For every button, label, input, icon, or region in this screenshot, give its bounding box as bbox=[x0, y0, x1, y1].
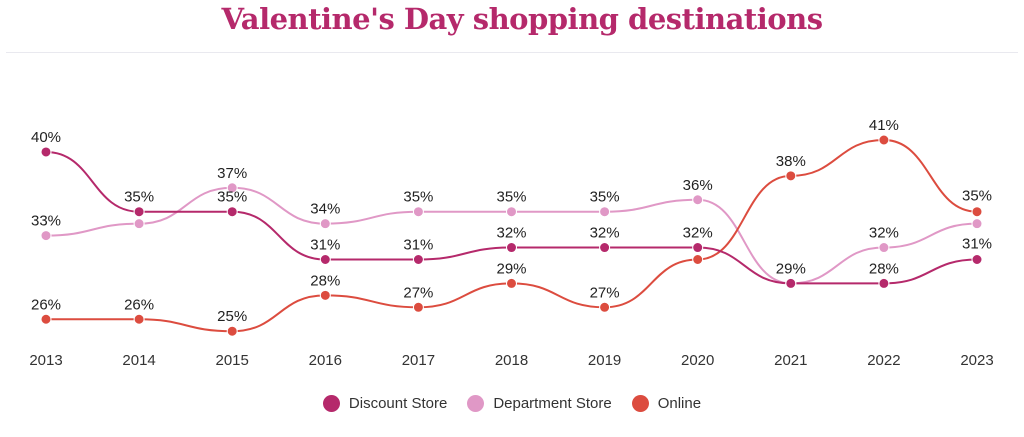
point-department-store-2017 bbox=[412, 206, 424, 218]
data-label-department-store-2015: 37% bbox=[217, 165, 247, 182]
data-label-discount-store-2020: 32% bbox=[683, 225, 713, 242]
x-tick-label-2014: 2014 bbox=[122, 352, 155, 369]
data-label-online-2022: 41% bbox=[869, 117, 899, 134]
point-online-2019 bbox=[599, 301, 611, 313]
chart-title: Valentine's Day shopping destinations bbox=[221, 2, 823, 36]
data-label-department-store-2013: 33% bbox=[31, 213, 61, 230]
x-tick-label-2023: 2023 bbox=[960, 352, 993, 369]
point-discount-store-2017 bbox=[412, 254, 424, 265]
point-online-2015 bbox=[226, 325, 238, 337]
point-online-2020 bbox=[692, 254, 704, 265]
point-discount-store-2019 bbox=[599, 242, 611, 254]
data-label-online-2023: 35% bbox=[962, 188, 992, 205]
point-online-2014 bbox=[133, 313, 145, 325]
point-discount-store-2022 bbox=[878, 277, 890, 289]
legend: Discount Store Department Store Online bbox=[0, 395, 1024, 412]
point-discount-store-2016 bbox=[319, 254, 331, 265]
data-label-department-store-2018: 35% bbox=[496, 189, 526, 206]
data-label-online-2017: 27% bbox=[403, 284, 433, 301]
point-online-2023 bbox=[971, 206, 983, 218]
title-divider bbox=[6, 52, 1018, 53]
point-department-store-2014 bbox=[133, 218, 145, 230]
data-label-discount-store-2019: 32% bbox=[590, 225, 620, 242]
legend-label-department-store: Department Store bbox=[493, 395, 612, 412]
point-online-2022 bbox=[878, 134, 890, 146]
legend-swatch-online bbox=[631, 395, 649, 412]
data-label-discount-store-2018: 32% bbox=[496, 225, 526, 242]
point-department-store-2018 bbox=[506, 206, 517, 218]
legend-item-online[interactable]: Online bbox=[631, 395, 702, 412]
x-tick-label-2016: 2016 bbox=[309, 352, 342, 369]
point-discount-store-2015 bbox=[226, 206, 238, 218]
data-label-discount-store-2016: 31% bbox=[310, 237, 340, 254]
data-label-online-2015: 25% bbox=[217, 308, 247, 325]
point-department-store-2023 bbox=[971, 218, 983, 230]
legend-label-online: Online bbox=[657, 395, 702, 412]
legend-swatch-discount-store bbox=[322, 395, 340, 412]
data-label-department-store-2016: 34% bbox=[310, 201, 340, 218]
point-online-2017 bbox=[412, 301, 424, 313]
point-discount-store-2013 bbox=[40, 146, 52, 158]
data-label-discount-store-2022: 28% bbox=[869, 260, 899, 277]
point-online-2016 bbox=[319, 289, 331, 301]
series-line-discount-store bbox=[45, 150, 978, 285]
data-label-department-store-2017: 35% bbox=[403, 189, 433, 206]
data-label-department-store-2021: 29% bbox=[776, 260, 806, 277]
point-discount-store-2018 bbox=[506, 242, 517, 254]
x-tick-label-2015: 2015 bbox=[216, 352, 249, 369]
data-label-discount-store-2023: 31% bbox=[962, 236, 992, 253]
data-label-online-2016: 28% bbox=[310, 272, 340, 289]
legend-item-department-store[interactable]: Department Store bbox=[467, 395, 612, 412]
point-department-store-2016 bbox=[319, 218, 331, 230]
x-tick-label-2020: 2020 bbox=[681, 352, 714, 369]
data-label-discount-store-2015: 35% bbox=[217, 189, 247, 206]
x-tick-label-2021: 2021 bbox=[774, 352, 807, 369]
series-line-online bbox=[46, 138, 978, 333]
x-tick-label-2022: 2022 bbox=[867, 352, 900, 369]
point-online-2013 bbox=[40, 313, 52, 325]
point-discount-store-2014 bbox=[133, 206, 145, 218]
point-discount-store-2020 bbox=[692, 242, 704, 254]
point-department-store-2020 bbox=[692, 194, 704, 206]
data-label-online-2014: 26% bbox=[124, 296, 154, 313]
legend-label-discount-store: Discount Store bbox=[348, 395, 448, 412]
x-tick-label-2019: 2019 bbox=[588, 352, 621, 369]
data-label-discount-store-2013: 40% bbox=[31, 129, 61, 146]
point-department-store-2019 bbox=[599, 206, 611, 218]
data-label-online-2018: 29% bbox=[496, 260, 526, 277]
data-label-department-store-2020: 36% bbox=[683, 177, 713, 194]
data-label-department-store-2019: 35% bbox=[590, 189, 620, 206]
point-online-2021 bbox=[785, 170, 797, 182]
data-label-department-store-2022: 32% bbox=[869, 225, 899, 242]
point-department-store-2015 bbox=[226, 182, 238, 194]
data-label-discount-store-2017: 31% bbox=[403, 237, 433, 254]
x-tick-label-2013: 2013 bbox=[29, 352, 62, 369]
data-label-discount-store-2014: 35% bbox=[124, 189, 154, 206]
point-discount-store-2021 bbox=[785, 277, 797, 289]
data-label-online-2019: 27% bbox=[590, 284, 620, 301]
data-label-online-2013: 26% bbox=[31, 296, 61, 313]
point-department-store-2013 bbox=[40, 230, 52, 242]
x-tick-label-2017: 2017 bbox=[402, 352, 435, 369]
point-discount-store-2023 bbox=[971, 254, 983, 265]
point-online-2018 bbox=[506, 277, 517, 289]
point-department-store-2022 bbox=[878, 242, 890, 254]
legend-swatch-department-store bbox=[467, 395, 485, 412]
x-tick-label-2018: 2018 bbox=[495, 352, 528, 369]
legend-item-discount-store[interactable]: Discount Store bbox=[322, 395, 448, 412]
data-label-online-2021: 38% bbox=[776, 153, 806, 170]
